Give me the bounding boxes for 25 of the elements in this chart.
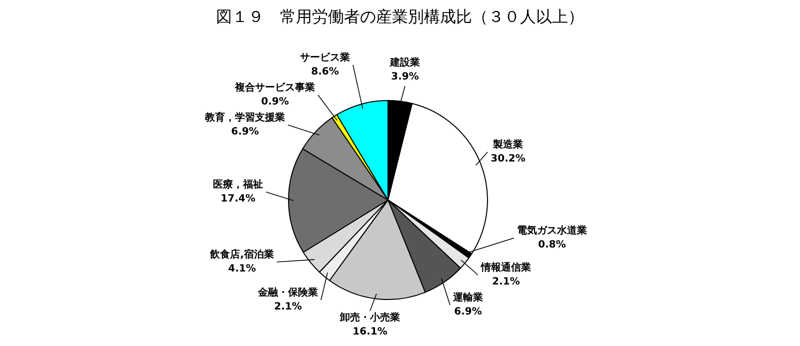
slice-label: 飲食店,宿泊業	[209, 248, 274, 261]
slice-label: 医療，福祉	[213, 178, 263, 191]
data-label: 17.4%	[220, 194, 256, 205]
data-label: 2.1%	[492, 276, 520, 288]
data-label: 0.8%	[538, 240, 566, 251]
slice-label: 教育，学習支援業	[204, 112, 285, 124]
slice-label: 卸売・小売業	[339, 312, 400, 324]
data-label: 6.9%	[231, 126, 259, 138]
data-label: 30.2%	[490, 154, 526, 165]
data-label: 2.1%	[274, 302, 302, 313]
data-label: 3.9%	[391, 72, 419, 83]
data-label: 8.6%	[311, 66, 339, 78]
slice-label: 金融・保険業	[257, 286, 318, 299]
data-label: 16.1%	[352, 326, 388, 338]
slice-label: 情報通信業	[480, 262, 531, 274]
slice-label: 電気ガス水道業	[517, 224, 587, 237]
slice-label: 製造業	[492, 138, 523, 151]
data-label: 0.9%	[261, 96, 289, 108]
slice-label: 運輸業	[452, 292, 483, 304]
slice-label: サービス業	[300, 52, 350, 64]
chart-title: 図１９ 常用労働者の産業別構成比（３０人以上）	[215, 8, 585, 28]
slice-label: 建設業	[389, 56, 420, 69]
data-label: 6.9%	[454, 306, 482, 318]
slice-label: 複合サービス事業	[234, 82, 315, 94]
data-label: 4.1%	[228, 264, 256, 275]
